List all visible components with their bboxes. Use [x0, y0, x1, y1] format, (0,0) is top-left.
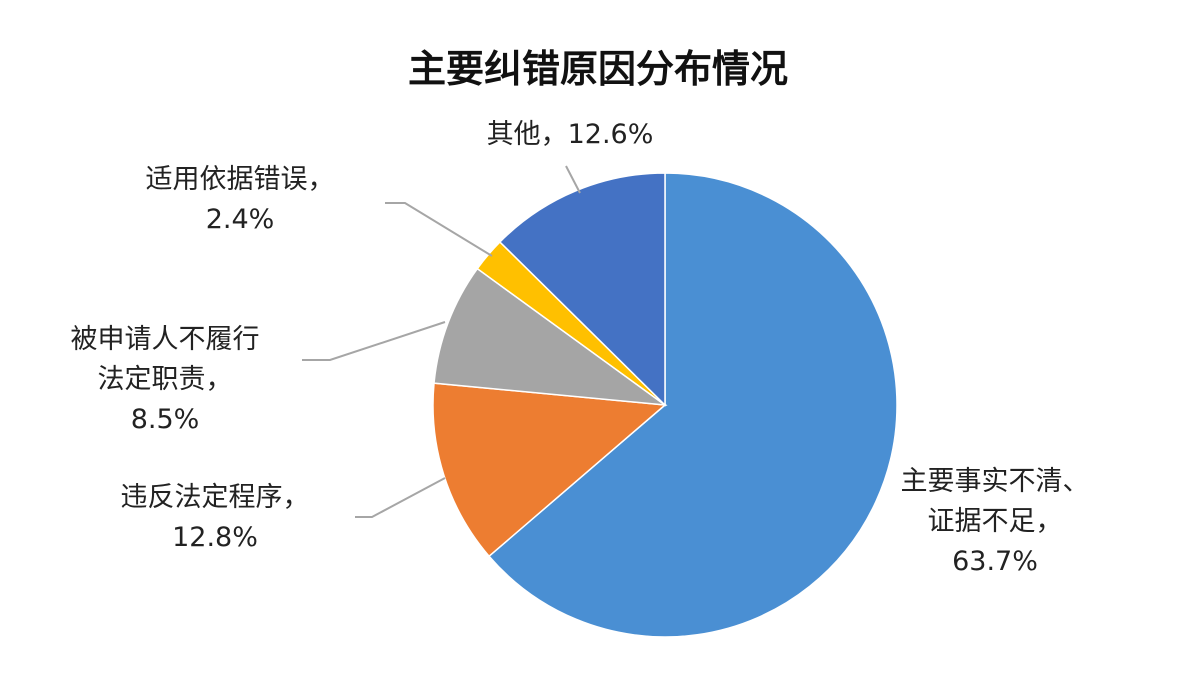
value-label: 63.7%: [952, 546, 1038, 577]
value-label: 2.4%: [205, 204, 275, 235]
value-label: 8.5%: [130, 404, 200, 435]
category-label: 其他，: [486, 119, 568, 150]
category-label: 主要事实不清、证据不足，: [900, 466, 1090, 537]
leader-line: [355, 477, 446, 518]
value-label: 12.8%: [172, 522, 258, 553]
pie-slice: [432, 382, 667, 558]
leader-line: [565, 165, 581, 194]
pie-slice: [433, 267, 668, 407]
data-label: 其他，12.6%: [440, 115, 700, 155]
data-label: 适用依据错误， 2.4%: [90, 160, 390, 240]
pie-slice: [488, 172, 898, 638]
leader-line: [385, 202, 493, 257]
category-label: 违反法定程序，: [120, 482, 310, 513]
data-label: 主要事实不清、证据不足， 63.7%: [890, 462, 1100, 582]
leader-line: [302, 321, 446, 361]
pie-slice: [498, 172, 666, 407]
chart-title: 主要纠错原因分布情况: [407, 47, 788, 91]
data-label: 被申请人不履行法定职责， 8.5%: [20, 320, 310, 440]
category-label: 被申请人不履行法定职责，: [70, 324, 260, 395]
data-label: 违反法定程序， 12.8%: [55, 478, 375, 558]
value-label: 12.6%: [567, 119, 654, 150]
category-label: 适用依据错误，: [145, 164, 335, 195]
